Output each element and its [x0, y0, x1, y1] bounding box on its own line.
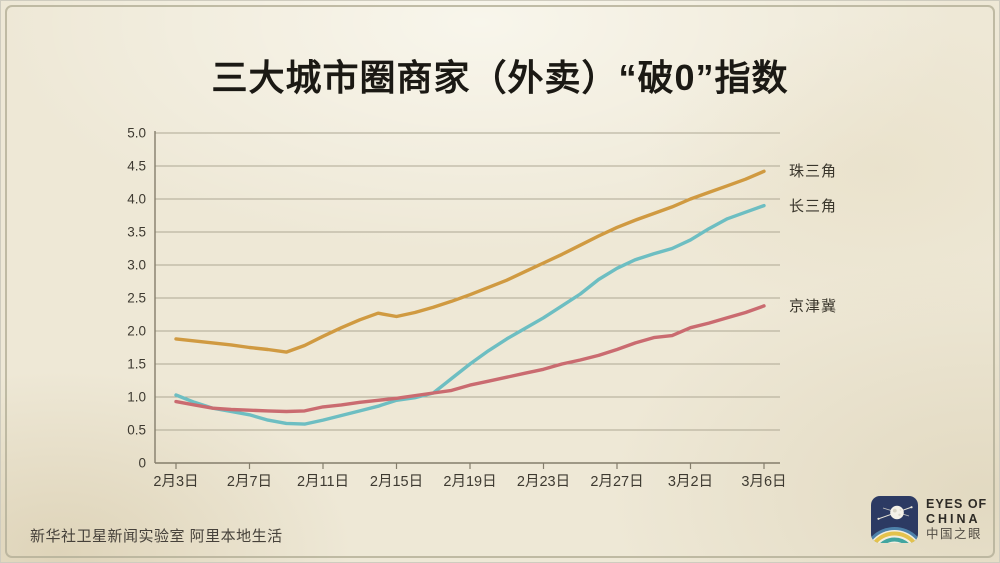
x-axis-labels: 2月3日 2月7日 2月11日 2月15日 2月19日 2月23日 2月27日 3月2日 3月6…	[153, 474, 786, 490]
y-tick-label: 2.5	[127, 291, 146, 306]
series-line-长三角	[174, 203, 766, 426]
legend-label-zhusanjiao: 珠三角	[789, 163, 838, 181]
x-tick-label: 2月7日	[227, 474, 272, 490]
legend-label-jingjinji: 京津冀	[789, 297, 838, 315]
y-tick-label: 0	[138, 456, 146, 471]
y-tick-label: 1.0	[127, 390, 146, 405]
gridlines	[155, 132, 780, 431]
y-tick-label: 0.5	[127, 423, 146, 438]
axes	[154, 131, 780, 469]
x-tick-label: 2月15日	[370, 474, 423, 490]
x-tick-label: 2月19日	[443, 474, 496, 490]
x-tick-label: 3月6日	[741, 474, 786, 490]
y-tick-label: 4.0	[127, 192, 146, 207]
x-tick-label: 2月11日	[297, 474, 349, 490]
eyes-of-china-logo: EYES OF CHINA 中国之眼	[871, 496, 987, 543]
x-tick-label: 3月2日	[668, 474, 713, 490]
x-tick-label: 2月27日	[590, 474, 643, 490]
x-tick-label: 2月23日	[517, 474, 570, 490]
data-lines	[174, 169, 766, 426]
logo-text-line1: EYES OF	[926, 497, 988, 511]
y-tick-label: 1.5	[127, 357, 146, 372]
y-tick-label: 3.0	[127, 258, 146, 273]
y-tick-label: 4.5	[127, 159, 146, 174]
y-tick-label: 5.0	[127, 126, 146, 141]
y-tick-label: 2.0	[127, 324, 146, 339]
y-tick-label: 3.5	[127, 225, 146, 240]
series-line-京津冀	[174, 304, 766, 414]
legend-label-changsanjiao: 长三角	[789, 197, 838, 215]
logo-text-line2: CHINA	[926, 512, 981, 526]
satellite-logo-icon	[871, 496, 918, 543]
logo-text-line3: 中国之眼	[926, 527, 983, 541]
logo-text-block: EYES OF CHINA 中国之眼	[926, 497, 987, 542]
x-tick-label: 2月3日	[153, 474, 198, 490]
series-line-珠三角	[174, 169, 766, 354]
chart-title: 三大城市圈商家（外卖）“破0”指数	[211, 57, 789, 98]
credits-text: 新华社卫星新闻实验室 阿里本地生活	[30, 528, 283, 545]
y-axis-labels: 5.0 4.5 4.0 3.5 3.0 2.5 2.0 1.5 1.0 0.5 0	[127, 126, 146, 471]
